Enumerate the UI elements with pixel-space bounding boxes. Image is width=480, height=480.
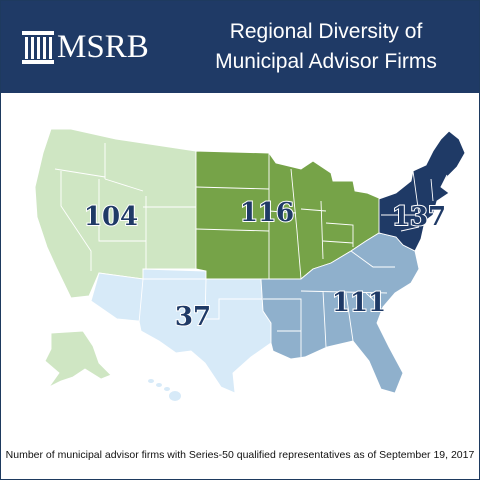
northeast-value: 137 <box>392 202 446 232</box>
midwest-value: 116 <box>240 198 294 228</box>
southwest-value: 37 <box>175 302 211 332</box>
title-line-1: Regional Diversity of <box>229 20 423 43</box>
columns-icon <box>22 31 54 64</box>
alaska-shape <box>44 330 112 388</box>
region-west <box>34 128 197 388</box>
hawaii-shape <box>148 379 181 401</box>
region-northeast-shape <box>378 130 466 252</box>
page-title: Regional Diversity of Municipal Advisor … <box>181 17 471 77</box>
msrb-logo: MSRB <box>21 27 171 67</box>
southeast-value: 111 <box>332 288 386 318</box>
footer-caption: Number of municipal advisor firms with S… <box>5 449 475 461</box>
logo-text: MSRB <box>57 29 149 65</box>
header-banner: MSRB Regional Diversity of Municipal Adv… <box>1 1 479 93</box>
region-northeast <box>378 130 466 252</box>
region-southeast-shape <box>260 232 420 394</box>
title-line-2: Municipal Advisor Firms <box>215 50 437 73</box>
us-region-map: 104 116 137 111 37 <box>34 128 466 401</box>
west-value: 104 <box>84 202 138 232</box>
region-west-shape <box>34 128 197 299</box>
region-southeast <box>260 232 420 394</box>
